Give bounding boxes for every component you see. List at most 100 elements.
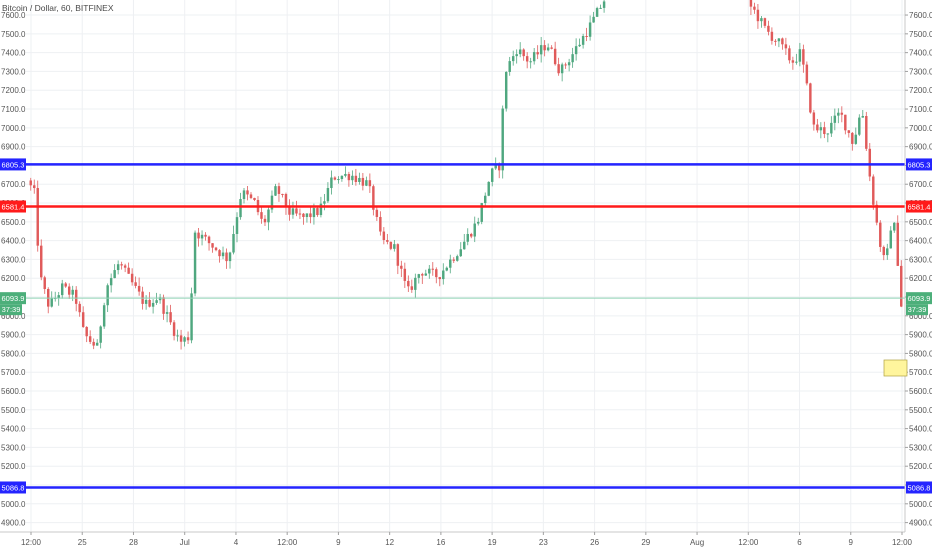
candle-body — [165, 312, 169, 314]
candle-body — [309, 213, 312, 218]
candle-body — [798, 49, 802, 62]
candle-body — [295, 208, 298, 214]
candle-body — [193, 232, 197, 294]
candle-body — [134, 282, 137, 286]
candle-body — [340, 175, 344, 180]
candle-body — [463, 241, 466, 250]
candle-body — [784, 44, 788, 49]
level-tag-right-text: 6805.3 — [908, 160, 931, 169]
candle-body — [504, 71, 508, 109]
candle-body — [501, 108, 504, 171]
candle-body — [78, 303, 81, 313]
candle-body — [270, 195, 274, 210]
candle-body — [753, 6, 756, 10]
candle-body — [354, 175, 358, 182]
candle-body — [581, 36, 585, 45]
last-price-tag-left — [0, 292, 26, 305]
x-tick-label: 9 — [336, 538, 341, 547]
candle-body — [120, 264, 123, 266]
candle-body — [421, 274, 424, 276]
level-tag-right — [906, 200, 932, 213]
candle-body — [438, 277, 442, 280]
candle-body — [546, 47, 550, 51]
y-tick-label: 7200.0 — [909, 86, 932, 95]
note-marker[interactable] — [883, 359, 908, 377]
level-tag-left — [0, 158, 26, 171]
candle-body — [358, 177, 361, 182]
candle-body — [543, 45, 546, 51]
candle-body — [539, 45, 543, 55]
candle-body — [64, 283, 67, 287]
candle-body — [788, 48, 791, 61]
candle-body — [305, 213, 309, 218]
candle-body — [497, 164, 501, 171]
candle-body — [816, 124, 819, 131]
candle-body — [574, 46, 578, 55]
candle-body — [470, 233, 473, 237]
y-tick-label: 6900.0 — [909, 143, 932, 152]
level-tag-left-text: 6805.3 — [2, 160, 25, 169]
x-tick-label: 26 — [590, 538, 599, 547]
candle-body — [60, 283, 64, 296]
candle-body — [518, 49, 522, 55]
candle-body — [487, 181, 490, 196]
candle-body — [819, 127, 823, 131]
candle-body — [197, 232, 200, 239]
candle-body — [749, 0, 753, 7]
candle-body — [592, 16, 595, 23]
candle-body — [221, 252, 225, 257]
last-price-tag-right-text: 6093.9 — [908, 294, 931, 303]
candle-body — [435, 269, 438, 278]
y-tick-label: 7600.0 — [909, 11, 932, 20]
candle-body — [389, 241, 393, 249]
y-tick-label-left: 5500.0 — [1, 406, 26, 415]
candle-body — [805, 64, 809, 84]
level-tag-right — [906, 158, 932, 171]
candle-body — [826, 133, 830, 135]
candle-body — [186, 337, 190, 341]
candle-body — [431, 268, 435, 270]
level-tag-left — [0, 200, 26, 213]
candle-body — [281, 193, 284, 195]
candle-body — [525, 56, 529, 62]
candle-body — [599, 7, 602, 9]
candle-body — [428, 268, 431, 274]
y-tick-label-left: 5200.0 — [1, 462, 26, 471]
candle-body — [879, 222, 882, 247]
y-tick-label: 6400.0 — [909, 237, 932, 246]
candle-body — [823, 127, 826, 135]
candle-body — [123, 265, 127, 268]
candle-body — [67, 286, 71, 295]
candle-body — [473, 223, 476, 237]
candle-body — [200, 234, 204, 239]
candle-body — [851, 132, 854, 144]
candle-body — [43, 277, 46, 290]
candle-body — [529, 61, 532, 63]
y-tick-label-left: 7000.0 — [1, 124, 26, 133]
x-tick-label: 12:00 — [277, 538, 298, 547]
candle-body — [130, 273, 134, 283]
candle-body — [445, 267, 448, 271]
candle-body — [267, 209, 270, 223]
y-tick-label: 5700.0 — [909, 368, 932, 377]
candle-body — [456, 256, 459, 261]
candle-body — [410, 286, 414, 290]
candle-body — [183, 337, 186, 342]
y-tick-label-left: 6500.0 — [1, 218, 26, 227]
candle-body — [218, 250, 221, 257]
candle-body — [151, 302, 155, 307]
y-tick-label: 6200.0 — [909, 274, 932, 283]
candle-body — [382, 231, 386, 241]
grid — [26, 0, 905, 532]
candle-body — [795, 61, 798, 63]
candle-body — [466, 233, 469, 242]
candle-body — [791, 60, 795, 63]
candle-body — [872, 176, 875, 205]
candle-body — [522, 49, 525, 57]
level-tag-left-text: 5086.8 — [2, 483, 25, 492]
candle-body — [113, 270, 116, 279]
candle-body — [403, 268, 407, 281]
x-tick-label: 12 — [385, 538, 394, 547]
candle-body — [190, 293, 193, 341]
